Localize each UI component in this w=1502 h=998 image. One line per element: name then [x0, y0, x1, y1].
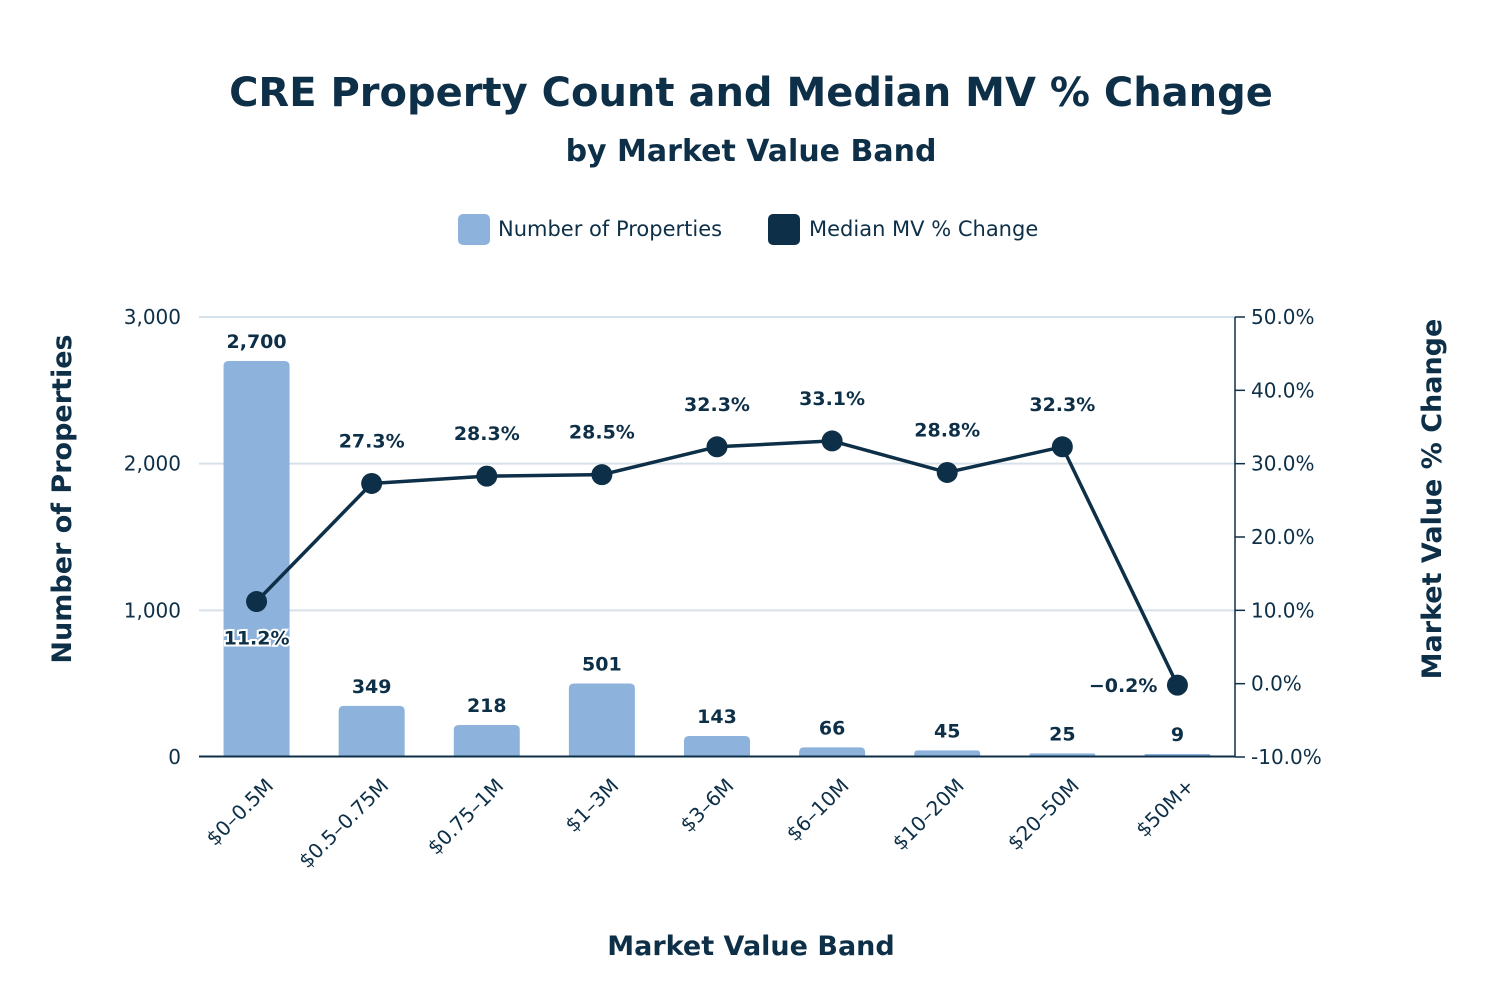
line-value-label: 32.3%	[1029, 394, 1095, 416]
category-label: $50M+	[1131, 774, 1199, 842]
bar-value-label: 45	[934, 720, 960, 742]
category-label: $6–10M	[781, 774, 853, 846]
line-value-labels: 11.2% 27.3% 28.3% 28.5% 32.3% 33.1% 28.8% 32.3%…	[222, 388, 1158, 697]
line-point	[936, 461, 958, 483]
bar-value-label: 2,700	[227, 331, 287, 353]
line-value-label: 11.2%	[224, 628, 290, 650]
y2-tick-label: 50.0%	[1251, 305, 1315, 329]
y2-tick-label: -10.0%	[1251, 745, 1322, 769]
gridlines	[199, 316, 1235, 612]
line-value-label: −0.2%	[1089, 675, 1158, 697]
y-tick-label: 0	[168, 745, 181, 769]
y-tick-label: 3,000	[124, 305, 181, 329]
line-value-label: 28.5%	[569, 422, 635, 444]
category-label: $0.75–1M	[423, 774, 509, 860]
chart-subtitle: by Market Value Band	[566, 134, 937, 169]
legend-label-bars: Number of Properties	[498, 217, 722, 241]
bar	[799, 747, 866, 757]
legend-swatch-bars	[458, 214, 490, 245]
category-label: $3–6M	[675, 774, 738, 837]
median-change-line	[255, 439, 1180, 686]
line-point	[1166, 674, 1188, 696]
chart-title: CRE Property Count and Median MV % Chang…	[229, 70, 1273, 116]
category-label: $0.5–0.75M	[294, 774, 393, 873]
y2-tick-label: 30.0%	[1251, 452, 1315, 476]
bar-value-label: 501	[582, 654, 622, 676]
category-label: $1–3M	[560, 774, 623, 837]
line-point	[476, 465, 498, 487]
line-point	[706, 436, 728, 458]
bar-value-label: 9	[1171, 724, 1184, 746]
y2-tick-label: 10.0%	[1251, 598, 1315, 622]
right-axis-ticks: -10.0% 0.0% 10.0% 20.0% 30.0% 40.0% 50.0%	[1235, 305, 1322, 769]
y-tick-label: 1,000	[124, 598, 181, 622]
line-point	[246, 591, 268, 613]
x-axis-title: Market Value Band	[607, 931, 894, 962]
bar	[914, 750, 981, 757]
bars	[223, 361, 1211, 757]
category-label: $0–0.5M	[201, 774, 278, 851]
y-axis-title: Number of Properties	[47, 334, 78, 663]
bar-value-label: 349	[352, 676, 392, 698]
line-point	[821, 430, 843, 452]
bar	[338, 705, 405, 757]
y2-tick-label: 40.0%	[1251, 378, 1315, 402]
bar	[223, 361, 290, 757]
category-label: $10–20M	[888, 774, 969, 855]
legend: Number of Properties Median MV % Change	[458, 214, 1038, 245]
bar-value-labels: 2,700 349 218 501 143 66 45 25 9	[227, 331, 1185, 746]
bar	[684, 736, 750, 757]
bar-value-label: 25	[1049, 723, 1075, 745]
bar-value-label: 66	[819, 717, 845, 739]
line-point	[591, 464, 613, 486]
bar-value-label: 143	[697, 706, 737, 728]
category-labels: $0–0.5M $0.5–0.75M $0.75–1M $1–3M $3–6M $6–10…	[201, 774, 1199, 873]
line-value-label: 27.3%	[339, 430, 405, 452]
line-value-label: 28.8%	[914, 419, 980, 441]
y2-tick-label: 0.0%	[1251, 672, 1302, 696]
y-tick-label: 2,000	[124, 452, 181, 476]
bar-value-label: 218	[467, 695, 507, 717]
line-point	[361, 472, 383, 494]
bar	[453, 725, 520, 757]
category-label: $20–50M	[1003, 774, 1084, 855]
y2-axis-title: Market Value % Change	[1417, 319, 1448, 680]
legend-swatch-line	[768, 214, 800, 245]
line-value-label: 28.3%	[454, 423, 520, 445]
line-value-label: 33.1%	[799, 388, 865, 410]
bar	[568, 683, 635, 757]
y2-tick-label: 20.0%	[1251, 525, 1315, 549]
line-series	[246, 430, 1188, 696]
left-axis-ticks: 0 1,000 2,000 3,000	[124, 305, 181, 769]
line-value-label: 32.3%	[684, 394, 750, 416]
line-point	[1051, 436, 1073, 458]
legend-label-line: Median MV % Change	[809, 217, 1038, 241]
